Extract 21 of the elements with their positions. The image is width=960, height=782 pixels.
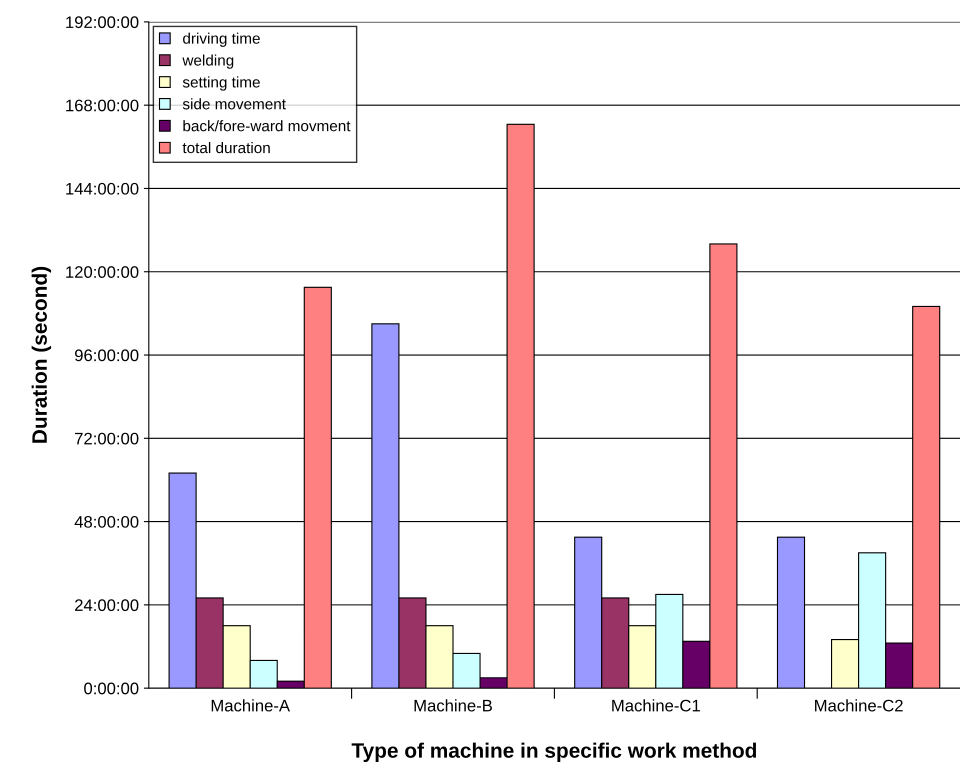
y-tick-label: 144:00:00 xyxy=(66,182,138,195)
y-tick-label: 96:00:00 xyxy=(74,349,138,362)
y-tick-label: 24:00:00 xyxy=(75,599,138,612)
y-tick-label: 48:00:00 xyxy=(74,516,138,528)
legend-label: driving time xyxy=(183,32,260,47)
y-tick-label: 192:00:00 xyxy=(66,16,138,28)
legend-label: setting time xyxy=(182,76,260,91)
x-tick-label: Machine-B xyxy=(414,699,492,712)
y-tick-label: 72:00:00 xyxy=(75,432,138,445)
y-tick-label: 120:00:00 xyxy=(66,266,138,278)
x-axis-title: Type of machine in specific work method xyxy=(352,742,756,762)
legend-label: total duration xyxy=(182,142,270,154)
y-axis-title: Duration (second) xyxy=(32,266,52,443)
x-tick-label: Machine-C2 xyxy=(815,699,903,712)
y-tick-label: 168:00:00 xyxy=(66,100,138,112)
legend-label: side movement xyxy=(182,98,286,110)
legend-label: back/fore-ward movment xyxy=(183,120,350,132)
legend-label: welding xyxy=(182,54,234,69)
y-tick-label: 0:00:00 xyxy=(84,682,138,694)
x-tick-label: Machine-A xyxy=(212,699,290,712)
x-tick-label: Machine-C1 xyxy=(612,699,700,712)
